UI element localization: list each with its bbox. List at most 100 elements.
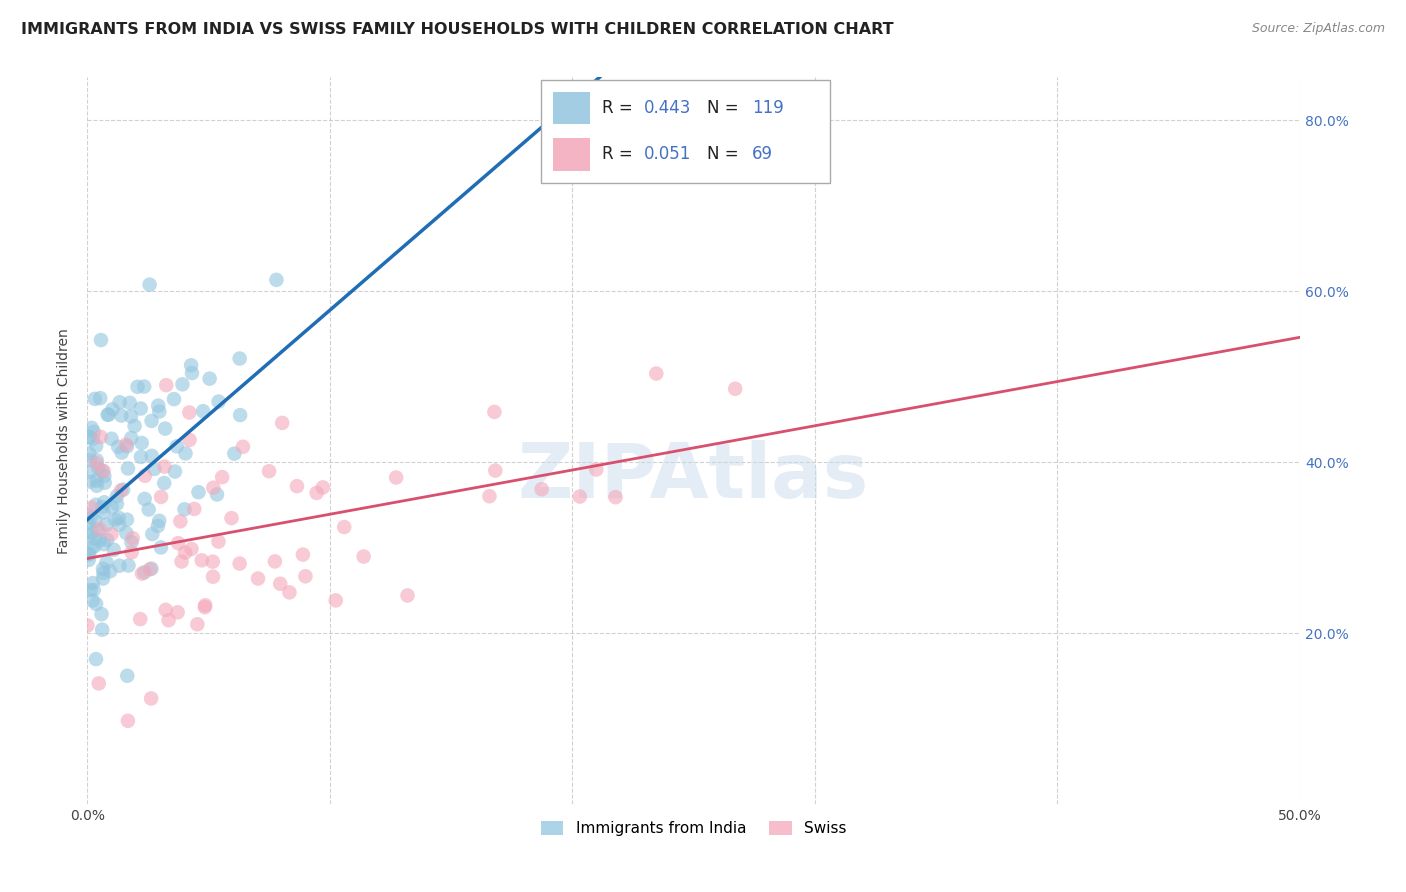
Point	[568, 490, 591, 504]
Point	[179, 433, 201, 447]
Point	[170, 554, 193, 568]
Point	[155, 603, 177, 617]
Point	[257, 464, 280, 478]
Point	[82, 525, 104, 540]
Point	[294, 569, 316, 583]
Point	[86, 474, 108, 488]
Point	[264, 554, 287, 568]
Point	[89, 522, 111, 536]
Point	[224, 447, 246, 461]
Point	[201, 570, 224, 584]
Point	[207, 534, 229, 549]
Point	[124, 419, 146, 434]
Point	[91, 464, 114, 478]
Point	[100, 527, 122, 541]
Point	[157, 613, 180, 627]
Point	[93, 566, 115, 580]
Point	[87, 676, 110, 690]
Point	[93, 469, 115, 483]
Point	[180, 541, 202, 556]
Point	[110, 409, 132, 423]
Point	[198, 371, 221, 385]
Point	[291, 548, 314, 562]
Text: 69: 69	[752, 145, 773, 163]
Point	[148, 404, 170, 418]
Point	[117, 461, 139, 475]
Point	[305, 486, 328, 500]
Point	[385, 470, 408, 484]
Point	[118, 396, 141, 410]
Point	[93, 495, 115, 509]
Point	[84, 439, 107, 453]
Point	[201, 555, 224, 569]
Point	[174, 446, 197, 460]
Point	[79, 475, 101, 489]
Point	[76, 508, 98, 522]
Point	[207, 394, 229, 409]
Point	[117, 714, 139, 728]
Text: 0.443: 0.443	[644, 99, 690, 117]
Point	[121, 531, 143, 545]
Point	[163, 465, 186, 479]
Point	[138, 277, 160, 292]
Point	[333, 520, 356, 534]
Point	[77, 516, 100, 531]
Point	[79, 430, 101, 444]
Point	[90, 607, 112, 621]
Point	[228, 557, 250, 571]
Point	[150, 490, 173, 504]
Point	[271, 416, 294, 430]
Point	[77, 553, 100, 567]
Text: R =: R =	[602, 145, 638, 163]
Text: ZIPAtlas: ZIPAtlas	[517, 441, 869, 514]
Point	[396, 589, 419, 603]
Point	[148, 399, 170, 413]
Point	[131, 566, 153, 581]
Point	[117, 669, 139, 683]
Point	[103, 542, 125, 557]
Point	[183, 502, 205, 516]
Point	[585, 462, 607, 476]
Point	[141, 691, 163, 706]
Point	[205, 487, 228, 501]
Point	[96, 517, 118, 532]
Point	[83, 532, 105, 546]
Bar	[553, 92, 591, 124]
Point	[129, 450, 152, 464]
Point	[91, 572, 114, 586]
Point	[484, 464, 506, 478]
Point	[117, 558, 139, 573]
Point	[181, 366, 204, 380]
Point	[90, 430, 112, 444]
Point	[82, 576, 104, 591]
Point	[105, 497, 128, 511]
Text: N =: N =	[707, 99, 744, 117]
Point	[141, 449, 163, 463]
Point	[82, 432, 104, 446]
Point	[86, 453, 108, 467]
Point	[173, 502, 195, 516]
Point	[312, 480, 335, 494]
Point	[101, 500, 124, 515]
Point	[79, 452, 101, 467]
Point	[120, 431, 142, 445]
Point	[278, 585, 301, 599]
Point	[129, 401, 152, 416]
Point	[82, 593, 104, 607]
Point	[91, 623, 114, 637]
Point	[115, 439, 138, 453]
Point	[155, 378, 177, 392]
Point	[76, 618, 98, 632]
Point	[146, 519, 169, 533]
Point	[91, 500, 114, 514]
Point	[104, 513, 127, 527]
Point	[120, 409, 142, 424]
Point	[134, 468, 156, 483]
Point	[91, 562, 114, 576]
Point	[121, 545, 143, 559]
Point	[86, 523, 108, 537]
Point	[115, 513, 138, 527]
Point	[83, 539, 105, 553]
Point	[478, 489, 501, 503]
Point	[172, 377, 194, 392]
